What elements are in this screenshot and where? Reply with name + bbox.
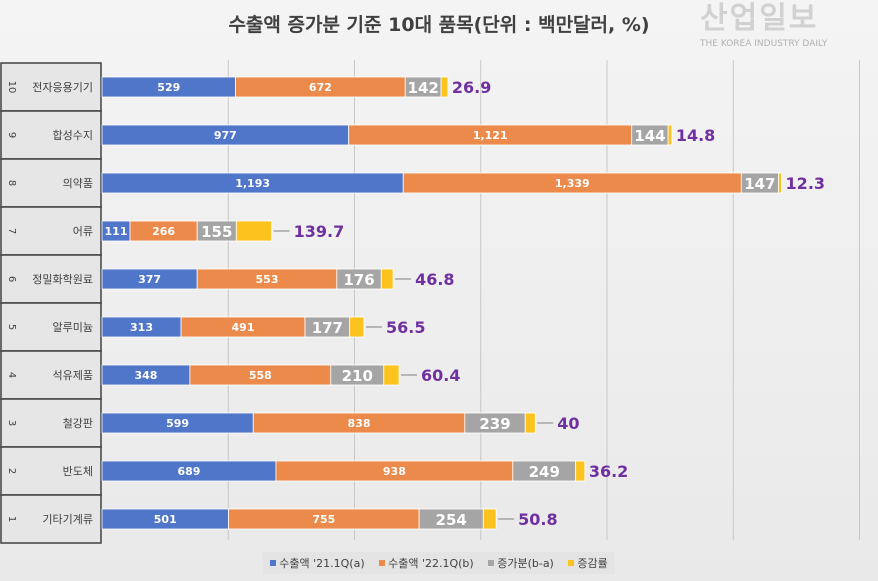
legend-item: 증가분(b-a) xyxy=(488,555,554,571)
rate-label: 46.8 xyxy=(415,270,454,289)
data-label: 210 xyxy=(342,367,373,385)
data-label: 1,121 xyxy=(473,129,508,142)
rate-label: 36.2 xyxy=(589,462,628,481)
data-label: 938 xyxy=(383,465,406,478)
rate-label: 14.8 xyxy=(676,126,715,145)
bar-segment xyxy=(235,220,273,242)
bar-segment xyxy=(482,508,497,530)
data-label: 177 xyxy=(312,319,343,337)
legend-swatch xyxy=(270,560,277,566)
bar-segment xyxy=(383,364,400,386)
bar-segment xyxy=(667,124,673,146)
category-cell xyxy=(0,254,102,304)
legend-swatch xyxy=(488,560,495,566)
category-cell xyxy=(0,302,102,352)
category-rank: 4 xyxy=(6,372,17,378)
legend-label: 증감률 xyxy=(577,557,608,570)
category-label: 석유제품 xyxy=(53,369,93,382)
bar-segment xyxy=(524,412,536,434)
data-label: 553 xyxy=(256,273,279,286)
rate-label: 139.7 xyxy=(294,222,345,241)
bar-segment xyxy=(349,316,365,338)
category-rank: 1 xyxy=(6,516,17,522)
legend-label: 증가분(b-a) xyxy=(497,557,554,570)
data-label: 176 xyxy=(343,271,374,289)
data-label: 599 xyxy=(166,417,189,430)
category-rank: 5 xyxy=(6,324,17,330)
data-label: 142 xyxy=(408,79,439,97)
data-label: 377 xyxy=(138,273,161,286)
category-label: 합성수지 xyxy=(53,129,93,142)
bar-segment xyxy=(440,76,449,98)
data-label: 558 xyxy=(249,369,272,382)
category-cell xyxy=(0,398,102,448)
data-label: 249 xyxy=(529,463,560,481)
data-label: 239 xyxy=(479,415,510,433)
watermark-subtext: THE KOREA INDUSTRY DAILY xyxy=(700,39,828,49)
legend-swatch xyxy=(568,560,575,566)
data-label: 529 xyxy=(157,81,180,94)
category-cell xyxy=(0,206,102,256)
legend-swatch xyxy=(379,560,386,566)
rate-label: 50.8 xyxy=(518,510,557,529)
bar-segment xyxy=(380,268,394,290)
bar-segment xyxy=(575,460,586,482)
category-label: 철강판 xyxy=(63,417,93,430)
bar-segment xyxy=(778,172,782,194)
rate-label: 40 xyxy=(557,414,579,433)
legend-item: 수출액 '21.1Q(a) xyxy=(270,555,365,571)
legend-item: 수출액 '22.1Q(b) xyxy=(379,555,474,571)
legend-label: 수출액 '22.1Q(b) xyxy=(388,557,474,570)
legend-label: 수출액 '21.1Q(a) xyxy=(279,557,365,570)
data-label: 144 xyxy=(634,127,665,145)
data-label: 155 xyxy=(201,223,232,241)
category-cell xyxy=(0,158,102,208)
category-rank: 10 xyxy=(6,81,17,94)
category-cell xyxy=(0,494,102,544)
data-label: 689 xyxy=(178,465,201,478)
category-rank: 7 xyxy=(6,228,17,234)
data-label: 491 xyxy=(232,321,255,334)
category-rank: 3 xyxy=(6,420,17,426)
data-label: 147 xyxy=(744,175,775,193)
data-label: 254 xyxy=(436,511,467,529)
rate-label: 26.9 xyxy=(452,78,491,97)
legend-item: 증감률 xyxy=(568,555,608,571)
category-label: 어류 xyxy=(73,225,93,238)
legend: 수출액 '21.1Q(a) 수출액 '22.1Q(b) 증가분(b-a) 증감률 xyxy=(263,552,615,574)
data-label: 1,193 xyxy=(235,177,270,190)
chart-title: 수출액 증가분 기준 10대 품목(단위 : 백만달러, %) xyxy=(228,14,650,36)
data-label: 838 xyxy=(348,417,371,430)
watermark-logo: 산업일보 xyxy=(700,1,819,36)
data-label: 348 xyxy=(134,369,157,382)
data-label: 111 xyxy=(105,225,128,238)
category-rank: 6 xyxy=(6,276,17,282)
data-label: 1,339 xyxy=(555,177,590,190)
data-label: 977 xyxy=(214,129,237,142)
category-label: 반도체 xyxy=(63,465,93,478)
rate-label: 60.4 xyxy=(421,366,460,385)
data-label: 266 xyxy=(152,225,175,238)
category-label: 기타기계류 xyxy=(42,513,93,526)
category-rank: 9 xyxy=(6,132,17,138)
category-rank: 2 xyxy=(6,468,17,474)
category-label: 알루미늄 xyxy=(53,320,93,334)
data-label: 755 xyxy=(312,513,335,526)
category-label: 정밀화학원료 xyxy=(32,273,93,286)
data-label: 672 xyxy=(309,81,332,94)
category-label: 전자응용기기 xyxy=(32,81,93,94)
category-cell xyxy=(0,62,102,112)
category-label: 의약품 xyxy=(63,176,93,190)
data-label: 313 xyxy=(130,321,153,334)
data-label: 501 xyxy=(154,513,177,526)
category-rank: 8 xyxy=(6,180,17,186)
rate-label: 56.5 xyxy=(386,318,425,337)
rate-label: 12.3 xyxy=(786,174,825,193)
category-cell xyxy=(0,110,102,160)
